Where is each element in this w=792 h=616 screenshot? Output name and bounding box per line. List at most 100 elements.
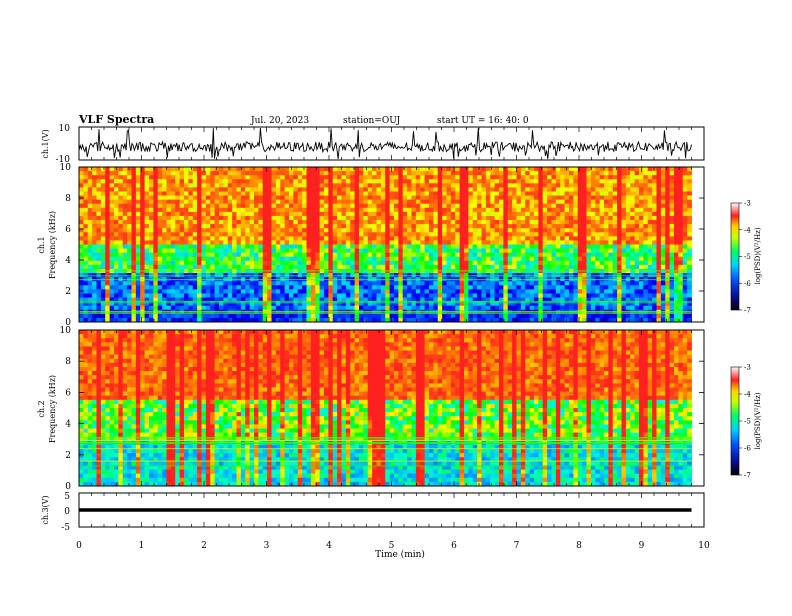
ch1-spec-cell: [639, 204, 644, 208]
ch1-spec-cell: [197, 220, 202, 224]
ch1-spec-cell: [79, 224, 84, 228]
ch1-spec-cell: [206, 273, 211, 277]
ch1-spec-cell: [132, 191, 137, 195]
ch1-spec-cell: [517, 212, 522, 216]
ch1-spec-cell: [552, 245, 557, 249]
ch1-spec-cell: [569, 257, 574, 261]
ch1-spec-cell: [193, 196, 198, 200]
ch1-spec-cell: [110, 253, 115, 257]
ch1-spec-cell: [556, 183, 561, 187]
ch1-spec-cell: [490, 261, 495, 265]
ch1-spec-cell: [193, 232, 198, 236]
ch1-spec-cell: [482, 281, 487, 285]
ch1-spec-cell: [547, 265, 552, 269]
ch1-spec-cell: [250, 289, 255, 293]
ch1-spec-cell: [145, 208, 150, 212]
ch1-spec-cell: [556, 179, 561, 183]
ch1-spec-cell: [237, 285, 242, 289]
ch1-spec-cell: [272, 191, 277, 195]
ch1-spec-cell: [503, 200, 508, 204]
ch1-spec-cell: [241, 302, 246, 306]
ch1-spec-cell: [311, 257, 316, 261]
ch1-spec-cell: [215, 232, 220, 236]
ch1-spec-cell: [595, 261, 600, 265]
ch1-spec-cell: [394, 281, 399, 285]
ch1-spec-cell: [556, 187, 561, 191]
ch1-spec-cell: [420, 240, 425, 244]
ch1-spec-cell: [447, 167, 452, 171]
ch1-spec-cell: [407, 253, 412, 257]
ch1-spec-cell: [534, 191, 539, 195]
ch1-spec-cell: [254, 179, 259, 183]
ch1-spec-cell: [241, 220, 246, 224]
ch1-spec-cell: [149, 265, 154, 269]
ch1-spec-cell: [359, 200, 364, 204]
ch1-spec-cell: [626, 224, 631, 228]
ch1-spec-cell: [482, 261, 487, 265]
ch1-spec-cell: [167, 191, 172, 195]
ch1-spec-cell: [250, 253, 255, 257]
ch1-spec-cell: [464, 249, 469, 253]
ch1-spec-cell: [368, 314, 373, 318]
ch1-waveform-ylabel: ch.1(V): [41, 129, 50, 158]
ch1-spec-cell: [180, 171, 185, 175]
ch1-spec-cell: [171, 232, 176, 236]
ch1-spec-cell: [254, 228, 259, 232]
ch1-spec-cell: [626, 175, 631, 179]
ch1-spec-cell: [342, 232, 347, 236]
ch1-spec-cell: [210, 265, 215, 269]
ch1-spec-cell: [298, 196, 303, 200]
ch1-spec-cell: [97, 200, 102, 204]
ch1-spec-cell: [608, 171, 613, 175]
ch1-spec-cell: [372, 228, 377, 232]
ch1-spec-cell: [433, 293, 438, 297]
ch1-spec-cell: [464, 289, 469, 293]
ch1-spec-cell: [473, 240, 478, 244]
ch1-spec-cell: [455, 249, 460, 253]
ch1-spec-cell: [438, 200, 443, 204]
ch1-spec-cell: [184, 232, 189, 236]
ch1-spec-cell: [267, 306, 272, 310]
ch1-spec-cell: [438, 314, 443, 318]
ch1-spec-cell: [464, 302, 469, 306]
ch1-spec-cell: [118, 240, 123, 244]
ch1-spec-cell: [88, 261, 93, 265]
ch1-spec-cell: [499, 245, 504, 249]
ch1-spec-cell: [626, 314, 631, 318]
ch1-spec-cell: [569, 293, 574, 297]
ch1-spec-cell: [613, 212, 618, 216]
ch1-spec-cell: [92, 281, 97, 285]
ch1-spec-cell: [215, 187, 220, 191]
ch1-spec-cell: [468, 204, 473, 208]
ch1-spec-cell: [276, 257, 281, 261]
ch1-spec-cell: [97, 204, 102, 208]
ch1-spec-cell: [560, 306, 565, 310]
ch1-spec-cell: [477, 220, 482, 224]
ch1-spec-cell: [420, 253, 425, 257]
ch1-spec-cell: [591, 224, 596, 228]
ch1-spec-cell: [263, 302, 268, 306]
ch1-spec-cell: [342, 228, 347, 232]
ch1-spec-cell: [543, 171, 548, 175]
ch1-spec-cell: [320, 240, 325, 244]
ch1-spec-cell: [573, 208, 578, 212]
ch1-spec-cell: [123, 183, 128, 187]
ch1-spec-cell: [381, 257, 386, 261]
ch1-spec-cell: [556, 285, 561, 289]
ch1-spec-cell: [512, 187, 517, 191]
ch1-spec-cell: [114, 249, 119, 253]
ch1-spec-cell: [324, 302, 329, 306]
ch1-spec-cell: [88, 265, 93, 269]
ch1-spec-cell: [223, 265, 228, 269]
ch1-spec-cell: [280, 249, 285, 253]
ch1-spec-cell: [158, 253, 163, 257]
ch1-spec-cell: [600, 208, 605, 212]
ch1-spec-cell: [622, 236, 627, 240]
ch1-spec-cell: [320, 187, 325, 191]
ch1-spec-cell: [307, 249, 312, 253]
ch1-spec-cell: [363, 220, 368, 224]
ch1-spec-cell: [175, 236, 180, 240]
ch1-spec-cell: [534, 179, 539, 183]
ch1-spec-cell: [114, 245, 119, 249]
ch1-spec-cell: [359, 240, 364, 244]
